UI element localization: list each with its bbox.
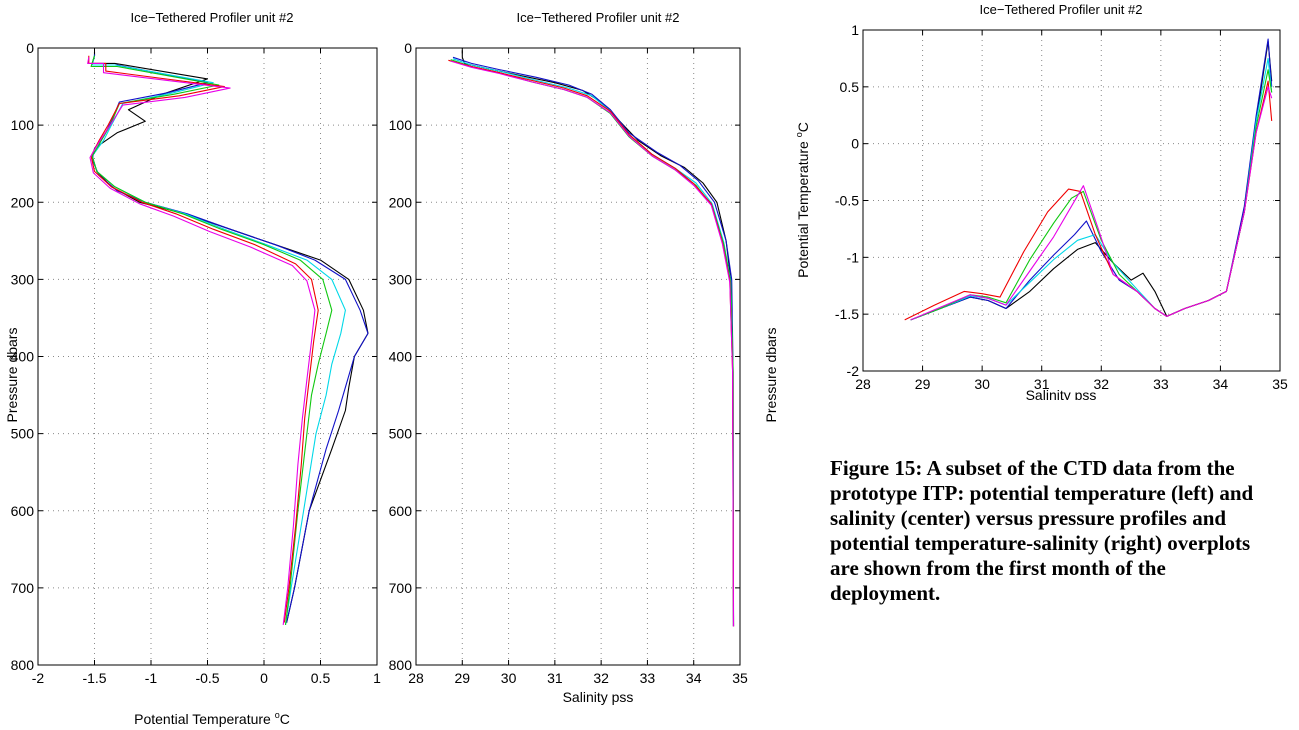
y-tick-label: 200 bbox=[389, 194, 413, 210]
x-tick-label: 32 bbox=[1093, 376, 1109, 392]
y-tick-label: 600 bbox=[389, 503, 413, 519]
x-tick-label: 33 bbox=[1153, 376, 1169, 392]
y-tick-label: 100 bbox=[11, 117, 35, 133]
series-line-cyan bbox=[910, 57, 1273, 321]
y-tick-label: 200 bbox=[11, 194, 35, 210]
y-tick-label: 500 bbox=[389, 426, 413, 442]
y-tick-label: -1.5 bbox=[835, 306, 859, 322]
salinity-profile-chart: Ice−Tethered Profiler unit #2 Pressure d… bbox=[378, 0, 788, 730]
x-axis-label: Potential Temperature oC bbox=[134, 710, 290, 727]
x-tick-label: 30 bbox=[501, 670, 517, 686]
x-tick-label: 31 bbox=[547, 670, 563, 686]
series-line-green bbox=[450, 59, 735, 627]
series-line-green bbox=[910, 69, 1273, 321]
x-tick-label: 35 bbox=[732, 670, 748, 686]
temperature-profile-chart: Ice−Tethered Profiler unit #2 Pressure d… bbox=[0, 0, 390, 730]
x-tick-label: 32 bbox=[593, 670, 609, 686]
x-tick-label: -1.5 bbox=[82, 670, 106, 686]
series-line-blue bbox=[910, 38, 1273, 321]
y-axis-label: Pressure dbars bbox=[4, 328, 20, 423]
x-tick-label: -0.5 bbox=[195, 670, 219, 686]
series-line-cyan bbox=[452, 58, 735, 627]
series-line-magenta bbox=[910, 86, 1273, 321]
x-tick-label: 1 bbox=[373, 670, 381, 686]
series-line-red bbox=[88, 55, 319, 623]
y-tick-label: 300 bbox=[389, 271, 413, 287]
y-tick-label: -2 bbox=[847, 363, 860, 379]
chart-title: Ice−Tethered Profiler unit #2 bbox=[131, 10, 294, 25]
chart-title: Ice−Tethered Profiler unit #2 bbox=[517, 10, 680, 25]
series-line-black bbox=[910, 40, 1273, 321]
series-line-magenta bbox=[450, 60, 735, 627]
series-line-magenta bbox=[87, 57, 316, 625]
x-tick-label: -2 bbox=[32, 670, 45, 686]
y-tick-label: 400 bbox=[389, 349, 413, 365]
x-axis-label: Salinity pss bbox=[1026, 387, 1097, 400]
ts-diagram-svg: Ice−Tethered Profiler unit #2 Potential … bbox=[794, 2, 1288, 400]
series-line-black bbox=[461, 50, 735, 627]
y-tick-label: 0 bbox=[851, 136, 859, 152]
axes-frame bbox=[862, 29, 1281, 372]
ts-diagram-chart: Ice−Tethered Profiler unit #2 Potential … bbox=[788, 0, 1299, 400]
x-tick-label: 28 bbox=[408, 670, 424, 686]
x-tick-label: 29 bbox=[454, 670, 470, 686]
y-tick-label: 500 bbox=[11, 426, 35, 442]
y-tick-label: 600 bbox=[11, 503, 35, 519]
series-line-red bbox=[448, 59, 735, 627]
chart-title: Ice−Tethered Profiler unit #2 bbox=[980, 2, 1143, 17]
x-tick-label: 0.5 bbox=[311, 670, 331, 686]
temperature-profile-svg: Ice−Tethered Profiler unit #2 Pressure d… bbox=[4, 10, 381, 727]
x-tick-label: 34 bbox=[1213, 376, 1229, 392]
y-tick-label: 1 bbox=[851, 22, 859, 38]
x-tick-label: -1 bbox=[145, 670, 158, 686]
salinity-profile-svg: Ice−Tethered Profiler unit #2 Pressure d… bbox=[389, 10, 779, 705]
series-line-green bbox=[90, 55, 333, 625]
y-tick-label: 800 bbox=[389, 657, 413, 673]
y-tick-label: 300 bbox=[11, 271, 35, 287]
x-tick-label: 35 bbox=[1272, 376, 1288, 392]
figure-caption: Figure 15: A subset of the CTD data from… bbox=[830, 456, 1254, 605]
y-tick-label: 100 bbox=[389, 117, 413, 133]
y-tick-label: 400 bbox=[11, 349, 35, 365]
x-tick-label: 30 bbox=[974, 376, 990, 392]
y-tick-label: 0.5 bbox=[840, 79, 860, 95]
y-tick-label: 700 bbox=[389, 580, 413, 596]
y-tick-label: 800 bbox=[11, 657, 35, 673]
series-line-blue bbox=[452, 56, 735, 627]
x-tick-label: 0 bbox=[260, 670, 268, 686]
series-line-black bbox=[91, 51, 369, 623]
x-tick-label: 33 bbox=[640, 670, 656, 686]
x-tick-label: 31 bbox=[1034, 376, 1050, 392]
y-tick-label: 0 bbox=[26, 40, 34, 56]
x-axis-label: Salinity pss bbox=[563, 689, 634, 705]
y-axis-label: Potential Temperature oC bbox=[794, 122, 811, 278]
series-line-blue bbox=[91, 54, 369, 623]
series-line-cyan bbox=[91, 55, 346, 625]
y-tick-label: -1 bbox=[847, 249, 860, 265]
x-tick-label: 29 bbox=[915, 376, 931, 392]
y-tick-label: 0 bbox=[404, 40, 412, 56]
y-axis-label: Pressure dbars bbox=[763, 328, 779, 423]
y-tick-label: -0.5 bbox=[835, 193, 859, 209]
x-tick-label: 28 bbox=[855, 376, 871, 392]
y-tick-label: 700 bbox=[11, 580, 35, 596]
x-tick-label: 34 bbox=[686, 670, 702, 686]
